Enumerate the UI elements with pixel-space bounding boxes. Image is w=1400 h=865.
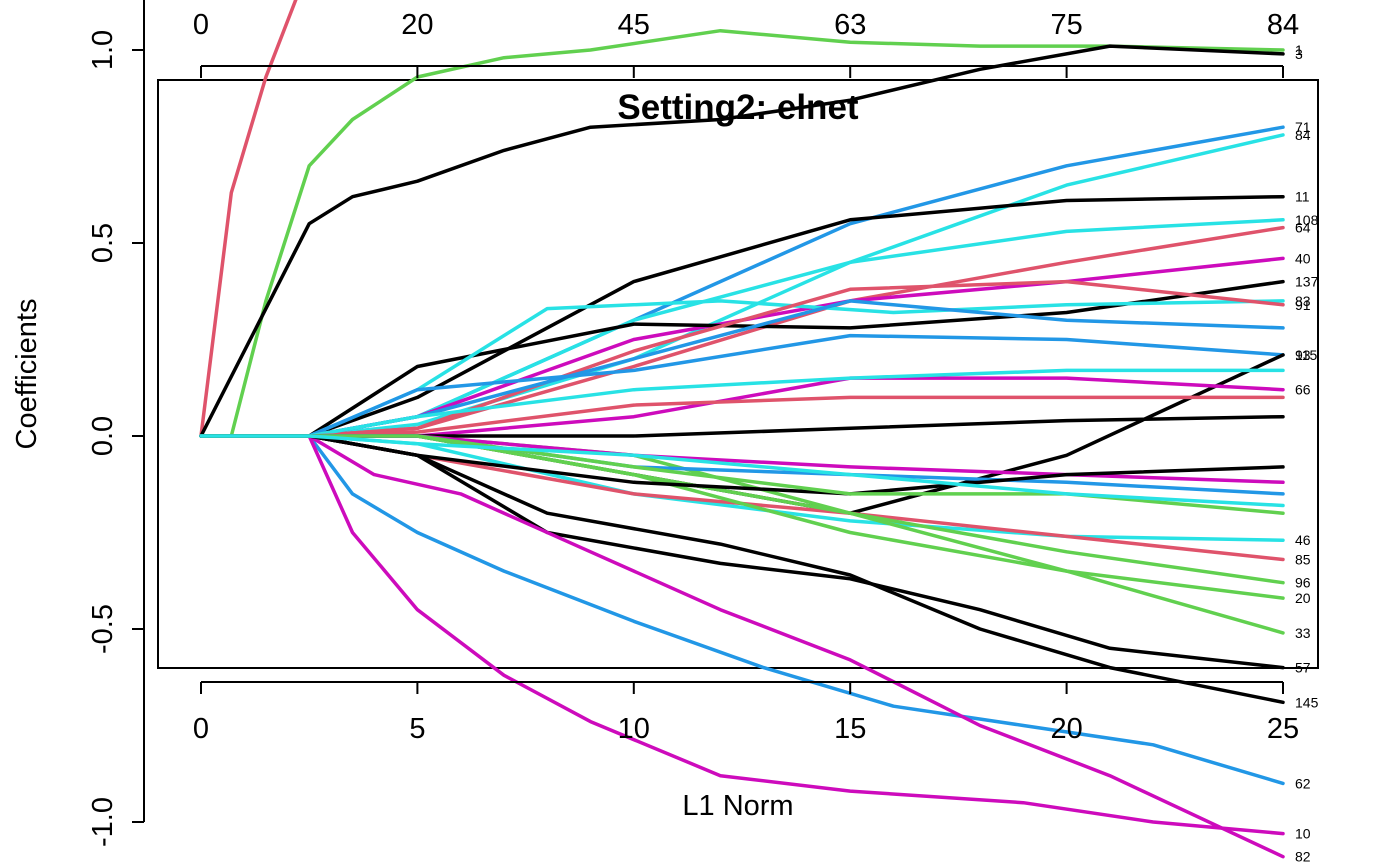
series-end-label: 62 — [1295, 775, 1311, 791]
series-end-label: 85 — [1295, 552, 1311, 568]
series-end-label: 82 — [1295, 849, 1311, 865]
y-axis: -1.0-0.50.00.51.01.5 — [87, 0, 145, 847]
top-tick-label: 20 — [401, 9, 433, 41]
series-line-84 — [199, 133, 1285, 438]
series-line-40 — [199, 256, 1285, 438]
y-tick-label: 0.0 — [87, 416, 119, 456]
series-end-label: 46 — [1295, 532, 1311, 548]
series-end-label: 96 — [1295, 575, 1311, 591]
x-tick-label: 0 — [193, 713, 209, 745]
series-end-label: 57 — [1295, 660, 1311, 676]
series-end-label: 83 — [1295, 293, 1311, 309]
series-end-labels: 2137184111086440137839111593664685962033… — [1295, 42, 1319, 865]
series-end-label: 33 — [1295, 625, 1311, 641]
series-end-label: 137 — [1295, 274, 1319, 290]
top-tick-label: 75 — [1050, 9, 1082, 41]
x-axis-title: L1 Norm — [682, 790, 793, 822]
x-axis: 0 5 10 15 20 25 — [193, 681, 1299, 745]
series-line-2 — [199, 0, 298, 438]
y-axis-title: Coefficients — [11, 299, 43, 450]
series-line-29 — [199, 434, 1285, 485]
series-line-96 — [199, 434, 1285, 585]
series-end-label: 64 — [1295, 220, 1311, 236]
series-end-label: 66 — [1295, 382, 1311, 398]
series-lines — [199, 0, 1285, 859]
series-line-62 — [199, 434, 1285, 786]
series-end-label: 93 — [1295, 347, 1311, 363]
series-end-label: 71 — [1295, 119, 1311, 135]
x-tick-label: 10 — [618, 713, 650, 745]
y-tick-label: 0.5 — [87, 223, 119, 263]
series-line-64 — [199, 225, 1285, 438]
series-end-label: 1 — [1295, 42, 1303, 58]
top-tick-label: 63 — [834, 9, 866, 41]
x-tick-label: 25 — [1267, 713, 1299, 745]
y-tick-label: -1.0 — [87, 797, 119, 847]
top-axis: 0 20 45 63 75 84 — [193, 9, 1299, 78]
series-line-33 — [199, 434, 1285, 508]
series-end-label: 40 — [1295, 250, 1311, 266]
x-tick-label: 15 — [834, 713, 866, 745]
series-end-label: 20 — [1295, 590, 1311, 606]
x-tick-label: 20 — [1050, 713, 1082, 745]
series-end-label: 108 — [1295, 212, 1319, 228]
plot-frame — [157, 79, 1319, 669]
series-end-label: 3 — [1295, 46, 1303, 62]
y-tick-label: 1.0 — [87, 30, 119, 70]
top-tick-label: 45 — [618, 9, 650, 41]
series-end-label: 145 — [1295, 694, 1319, 710]
series-end-label: 115 — [1295, 347, 1318, 363]
top-tick-label: 0 — [193, 9, 209, 41]
series-end-label: 91 — [1295, 297, 1311, 313]
series-end-label: 10 — [1295, 826, 1311, 842]
series-end-label: 11 — [1295, 189, 1310, 205]
x-tick-label: 5 — [409, 713, 425, 745]
series-end-label: 84 — [1295, 127, 1311, 143]
chart-title: Setting2: elnet — [617, 88, 858, 127]
series-line-1 — [199, 28, 1285, 438]
y-tick-label: -0.5 — [87, 604, 119, 654]
series-line-82 — [199, 434, 1285, 859]
series-line-10 — [199, 434, 1285, 836]
top-tick-label: 84 — [1267, 9, 1299, 41]
series-line-3 — [199, 44, 1285, 438]
